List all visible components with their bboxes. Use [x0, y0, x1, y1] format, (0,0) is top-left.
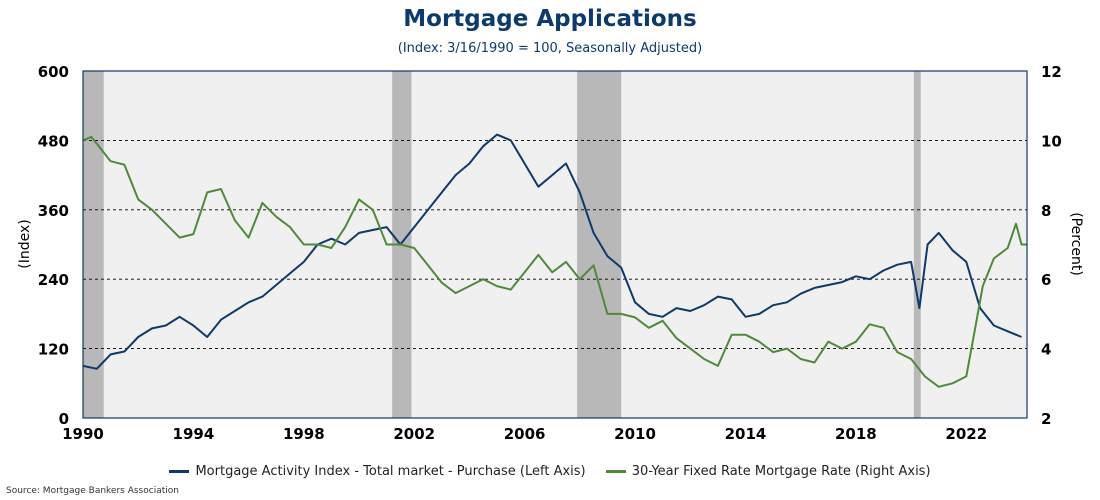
legend-label-purchase-index: Mortgage Activity Index - Total market -…: [195, 464, 586, 479]
plot-border: [82, 70, 1028, 419]
x-tick-label-4: 2006: [504, 425, 546, 443]
x-tick-label-7: 2018: [835, 425, 877, 443]
y-right-tick-label-3: 8: [1041, 202, 1051, 220]
y-left-tick-label-1: 120: [38, 341, 69, 359]
x-tick-label-0: 1990: [62, 425, 104, 443]
y-right-tick-label-5: 12: [1041, 63, 1062, 81]
recession-band-0: [83, 71, 104, 418]
y-right-tick-label-2: 6: [1041, 271, 1051, 289]
legend-item-mortgage-rate: 30-Year Fixed Rate Mortgage Rate (Right …: [605, 464, 931, 479]
series-lines: [82, 133, 1027, 388]
legend: Mortgage Activity Index - Total market -…: [0, 462, 1100, 479]
series-line-1: [82, 135, 1027, 388]
y-right-tick-label-1: 4: [1041, 341, 1051, 359]
axis-ticks: 1990 1994 1998 2002 2006 2010 2014 2018 2022 0 120…: [38, 63, 1062, 443]
legend-swatch-purchase-index: [169, 470, 190, 473]
y-left-tick-label-0: 0: [59, 410, 69, 428]
legend-swatch-mortgage-rate: [605, 470, 626, 473]
series-line-0: [82, 133, 1022, 370]
plot-background: [83, 71, 1027, 418]
chart-subtitle: (Index: 3/16/1990 = 100, Seasonally Adju…: [397, 41, 703, 56]
y-right-tick-label-4: 10: [1041, 132, 1062, 150]
source-note: Source: Mortgage Bankers Association: [6, 486, 179, 496]
legend-label-mortgage-rate: 30-Year Fixed Rate Mortgage Rate (Right …: [631, 464, 931, 479]
recession-band-2: [577, 71, 622, 418]
x-tick-label-3: 2002: [393, 425, 435, 443]
x-tick-label-2: 1998: [283, 425, 325, 443]
y-left-tick-label-2: 240: [38, 271, 69, 289]
x-tick-label-1: 1994: [173, 425, 215, 443]
y-left-tick-label-4: 480: [38, 132, 69, 150]
x-tick-label-5: 2010: [614, 425, 656, 443]
x-tick-label-6: 2014: [725, 425, 767, 443]
y-left-tick-label-3: 360: [38, 202, 69, 220]
legend-item-purchase-index: Mortgage Activity Index - Total market -…: [169, 464, 586, 479]
x-tick-label-8: 2022: [945, 425, 987, 443]
y-left-tick-label-5: 600: [38, 63, 69, 81]
y-axis-left-title: (Index): [17, 219, 33, 268]
chart-title: Mortgage Applications: [403, 6, 697, 32]
recession-band-3: [913, 71, 921, 418]
y-right-tick-label-0: 2: [1041, 410, 1051, 428]
y-axis-right-title: (Percent): [1068, 212, 1084, 276]
